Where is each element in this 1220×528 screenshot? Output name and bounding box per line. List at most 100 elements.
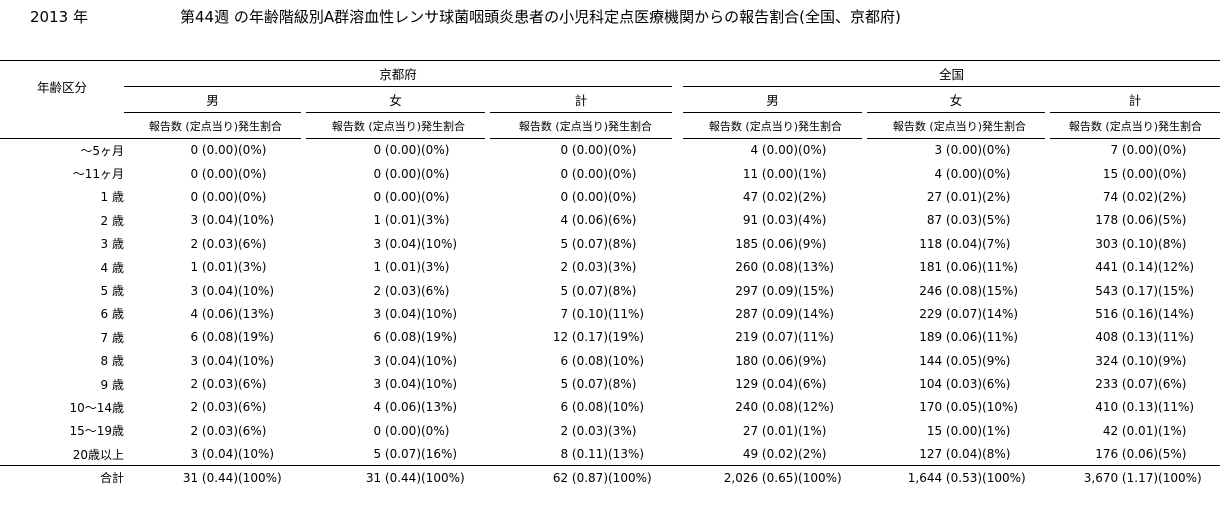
column-gap	[1045, 465, 1051, 490]
count-cell: 1,644 (0.53)	[867, 465, 983, 490]
rate-cell: (8%)	[982, 447, 1011, 462]
count-cell: 31 (0.44)	[124, 465, 238, 490]
rate-cell: (10%)	[608, 400, 645, 415]
rate-cell: (100%)	[982, 465, 1046, 490]
rate-cell: (10%)	[982, 400, 1019, 415]
count-cell: 0 (0.00)	[373, 423, 421, 438]
count-cell: 189 (0.06)	[919, 330, 983, 345]
rate-cell: (0%)	[608, 143, 637, 158]
region-header: 全国	[683, 60, 1220, 87]
rate-cell: (12%)	[1158, 260, 1195, 275]
count-column-header: 報告数 (定点当り)	[124, 112, 238, 139]
rate-cell: (12%)	[798, 400, 835, 415]
count-cell: 180 (0.06)	[735, 353, 799, 368]
rate-cell: (0%)	[1158, 143, 1187, 158]
count-cell: 42 (0.01)	[1102, 423, 1159, 438]
column-gap	[672, 232, 683, 255]
age-text: 20歳以上	[72, 447, 124, 462]
header-column-row: 報告数 (定点当り) 発生割合 報告数 (定点当り) 発生割合 報告数 (定点当り) 発生…	[0, 112, 1220, 139]
rate-cell: (9%)	[982, 353, 1011, 368]
rate-cell: (11%)	[982, 330, 1019, 345]
rate-cell: (1%)	[982, 423, 1011, 438]
rate-cell: (0%)	[421, 423, 450, 438]
report-table: 年齢区分 京都府 全国男女計男女計報告数 (定点当り) 発生割合 報告数 (定点当り) 発…	[0, 60, 1220, 490]
count-cell: 233 (0.07)	[1095, 377, 1159, 392]
column-gap	[672, 302, 683, 325]
rate-cell: (11%)	[1158, 330, 1195, 345]
rate-cell: (100%)	[1158, 465, 1220, 490]
age-group-label: 8 歳	[0, 349, 124, 372]
count-cell: 441 (0.14)	[1095, 260, 1159, 275]
rate-cell: (3%)	[608, 260, 637, 275]
rate-cell: (0%)	[238, 166, 267, 181]
corner-cell	[0, 112, 124, 139]
count-cell: 87 (0.03)	[926, 213, 983, 228]
count-cell: 3 (0.04)	[190, 213, 238, 228]
age-group-label: 3 歳	[0, 232, 124, 255]
rate-cell: (3%)	[421, 260, 450, 275]
rate-cell: (16%)	[421, 447, 458, 462]
age-group-label: 6 歳	[0, 302, 124, 325]
count-cell: 49 (0.02)	[742, 447, 799, 462]
count-column-header: 報告数 (定点当り)	[867, 112, 983, 139]
age-group-label: 7 歳	[0, 326, 124, 349]
column-gap	[672, 372, 683, 395]
column-gap	[672, 349, 683, 372]
rate-cell: (100%)	[421, 465, 485, 490]
count-cell: 410 (0.13)	[1095, 400, 1159, 415]
rate-cell: (10%)	[421, 377, 458, 392]
sex-header: 男	[683, 86, 863, 113]
count-cell: 5 (0.07)	[560, 283, 608, 298]
count-cell: 6 (0.08)	[560, 353, 608, 368]
rate-cell: (8%)	[608, 283, 637, 298]
age-group-label: 2 歳	[0, 209, 124, 232]
age-text: 5 歳	[100, 284, 124, 299]
count-cell: 2 (0.03)	[560, 423, 608, 438]
count-cell: 0 (0.00)	[560, 143, 608, 158]
rate-cell: (0%)	[421, 143, 450, 158]
count-cell: 6 (0.08)	[373, 330, 421, 345]
rate-cell: (19%)	[421, 330, 458, 345]
count-cell: 74 (0.02)	[1102, 189, 1159, 204]
rate-column-header: 発生割合	[798, 112, 863, 139]
region-gap	[672, 60, 684, 87]
rate-cell: (1%)	[798, 423, 827, 438]
rate-cell: (15%)	[982, 283, 1019, 298]
count-cell: 543 (0.17)	[1095, 283, 1159, 298]
count-cell: 27 (0.01)	[742, 423, 799, 438]
count-cell: 2 (0.03)	[373, 283, 421, 298]
column-gap	[672, 185, 683, 208]
rate-cell: (3%)	[238, 260, 267, 275]
count-cell: 2 (0.03)	[560, 260, 608, 275]
column-gap	[672, 255, 683, 278]
rate-cell: (13%)	[421, 400, 458, 415]
count-cell: 5 (0.07)	[373, 447, 421, 462]
age-text: 〜5ヶ月	[80, 143, 124, 158]
rate-cell: (6%)	[238, 236, 267, 251]
rate-cell: (2%)	[798, 447, 827, 462]
count-cell: 47 (0.02)	[742, 189, 799, 204]
age-text: 8 歳	[100, 354, 124, 369]
table-row: 〜5ヶ月 0 (0.00) (0%) 0 (0.00) (0%) 0 (0.00) (0%)…	[0, 139, 1220, 162]
rate-cell: (14%)	[1158, 306, 1195, 321]
rate-cell: (8%)	[608, 236, 637, 251]
age-text: 合計	[99, 471, 124, 486]
rate-cell: (0%)	[238, 143, 267, 158]
count-cell: 2 (0.03)	[190, 236, 238, 251]
sex-header: 男	[124, 86, 301, 113]
count-cell: 3 (0.00)	[934, 143, 983, 158]
rate-cell: (0%)	[238, 189, 267, 204]
count-cell: 0 (0.00)	[190, 143, 238, 158]
rate-cell: (6%)	[238, 400, 267, 415]
count-cell: 0 (0.00)	[190, 189, 238, 204]
column-gap	[672, 443, 683, 466]
age-text: 6 歳	[100, 307, 124, 322]
count-cell: 4 (0.06)	[190, 306, 238, 321]
table-row: 6 歳 4 (0.06) (13%) 3 (0.04) (10%) 7 (0.10) (11…	[0, 302, 1220, 325]
age-text: 9 歳	[100, 377, 124, 392]
